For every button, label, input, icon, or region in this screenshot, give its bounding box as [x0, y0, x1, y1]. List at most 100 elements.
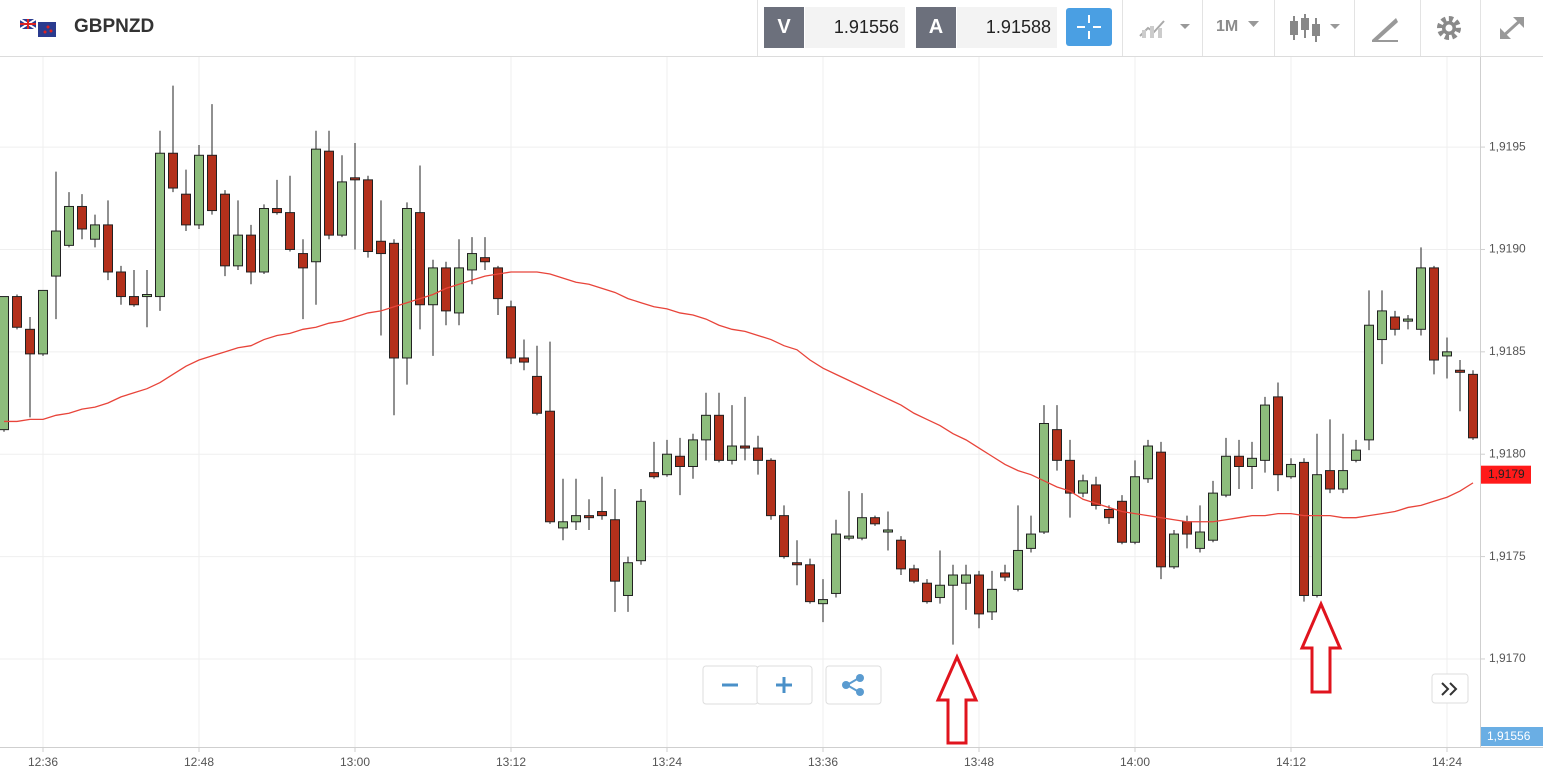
- x-tick-label: 14:00: [1120, 755, 1150, 769]
- candle-body: [12, 296, 22, 328]
- separator: [1122, 0, 1123, 56]
- candle-body: [0, 296, 9, 431]
- candle-body: [662, 453, 672, 476]
- candle-body: [805, 564, 815, 603]
- candle-body: [1325, 470, 1335, 490]
- candle-body: [935, 584, 945, 599]
- candle-body: [1091, 484, 1101, 506]
- candle-body: [376, 240, 386, 255]
- y-tick-label: 1,9180: [1489, 446, 1526, 460]
- candle-body: [467, 253, 477, 271]
- candle-body: [675, 455, 685, 467]
- candle-body: [103, 224, 113, 273]
- separator: [1420, 0, 1421, 56]
- candle-body: [454, 267, 464, 314]
- candle-body: [38, 289, 48, 355]
- candle-body: [272, 208, 282, 214]
- zoom-in-button[interactable]: [756, 665, 813, 705]
- chart-type-button[interactable]: [1138, 16, 1192, 40]
- candle-body: [623, 562, 633, 596]
- candle-body: [1286, 463, 1296, 478]
- candle-body: [1052, 429, 1062, 461]
- scroll-to-end-button[interactable]: [1431, 673, 1469, 704]
- crosshair-button[interactable]: [1066, 8, 1112, 46]
- ask-price[interactable]: 1.91588: [957, 7, 1057, 48]
- axis-labels: 1,9170 1,9175 1,9180 1,9185 1,9190 1,9195 12:3…: [28, 139, 1526, 769]
- toolbar: GBPNZD V 1.91556 A 1.91588 1M: [0, 0, 1543, 57]
- candle-body: [415, 212, 425, 306]
- candle-body: [493, 267, 503, 300]
- candle-body: [116, 271, 126, 298]
- x-tick-label: 13:00: [340, 755, 370, 769]
- candle-body: [1000, 572, 1010, 578]
- candle-body: [298, 253, 308, 269]
- candle-body: [259, 208, 269, 273]
- candle-body: [857, 517, 867, 539]
- ma-value-label: 1,9179: [1488, 467, 1525, 481]
- zoom-out-button[interactable]: [702, 665, 759, 705]
- candle-body: [1416, 267, 1426, 330]
- timeframe-button[interactable]: 1M: [1216, 18, 1239, 35]
- candle-body: [714, 414, 724, 461]
- candle-body: [558, 521, 568, 529]
- settings-button[interactable]: [1435, 14, 1463, 42]
- candle-body: [194, 154, 204, 226]
- fullscreen-button[interactable]: [1497, 14, 1527, 42]
- candle-body: [64, 205, 74, 246]
- candle-body: [792, 562, 802, 566]
- candle-body: [389, 242, 399, 359]
- candle-body: [584, 515, 594, 519]
- candle-body: [441, 267, 451, 312]
- separator: [1274, 0, 1275, 56]
- candle-body: [1143, 445, 1153, 480]
- candle-body: [961, 574, 971, 584]
- candle-body: [831, 533, 841, 594]
- candle-body: [987, 588, 997, 613]
- candle-body: [129, 296, 139, 306]
- candle-body: [883, 529, 893, 533]
- candle-body: [1299, 461, 1309, 596]
- candle-body: [1455, 369, 1465, 373]
- candle-body: [779, 515, 789, 558]
- x-tick-label: 14:12: [1276, 755, 1306, 769]
- bid-price[interactable]: 1.91556: [805, 7, 905, 48]
- candle-body: [506, 306, 516, 359]
- candle-body: [636, 500, 646, 562]
- candle-body: [1273, 396, 1283, 476]
- candle-body: [545, 410, 555, 523]
- candle-body: [1403, 318, 1413, 322]
- candle-body: [532, 375, 542, 414]
- ma-value-badge: [1481, 465, 1531, 484]
- y-tick-label: 1,9195: [1489, 139, 1526, 153]
- grid: [0, 57, 1480, 747]
- y-tick-label: 1,9190: [1489, 242, 1526, 256]
- share-button[interactable]: [825, 665, 882, 705]
- annotation-arrow: [935, 653, 979, 745]
- candle-body: [77, 205, 87, 230]
- candle-body: [1312, 474, 1322, 596]
- candle-body: [246, 234, 256, 273]
- candle-body: [220, 193, 230, 267]
- annotation-arrow: [1299, 600, 1343, 694]
- candle-type-button[interactable]: [1288, 12, 1344, 44]
- x-tick-label: 14:24: [1432, 755, 1462, 769]
- candle-body: [90, 224, 100, 240]
- ask-label[interactable]: A: [916, 7, 956, 48]
- candle-body: [688, 439, 698, 467]
- candle-body: [1234, 455, 1244, 467]
- candle-body: [1429, 267, 1439, 361]
- candle-body: [766, 459, 776, 517]
- price-badge: 1,91556: [1487, 729, 1531, 743]
- candle-body: [1247, 457, 1257, 467]
- candle-body: [324, 150, 334, 236]
- candle-body: [363, 179, 373, 253]
- candle-body: [1442, 351, 1452, 357]
- drawing-tools-button[interactable]: [1370, 14, 1400, 42]
- candle-body: [610, 519, 620, 582]
- candle-body: [168, 152, 178, 189]
- bid-label[interactable]: V: [764, 7, 804, 48]
- candle-body: [1026, 533, 1036, 549]
- candle-body: [753, 447, 763, 461]
- candle-body: [285, 212, 295, 250]
